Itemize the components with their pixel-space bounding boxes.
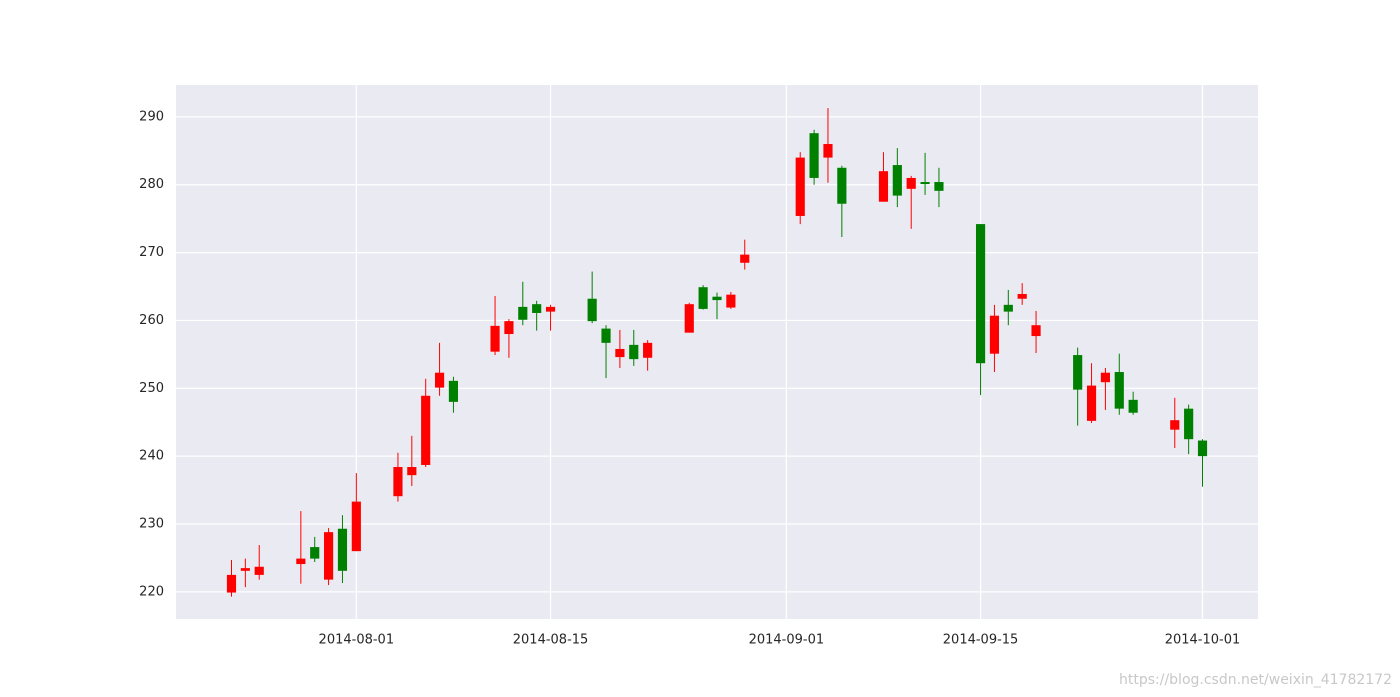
y-tick-label: 260 [139, 313, 164, 328]
candle-body [1170, 420, 1180, 430]
candle-body [545, 306, 556, 312]
candle-body [1197, 440, 1208, 457]
x-tick-label: 2014-09-01 [749, 633, 825, 648]
candle-body [906, 177, 916, 189]
x-tick-label: 2014-09-15 [943, 633, 1019, 648]
candle-body [795, 157, 805, 216]
y-tick-label: 290 [139, 109, 164, 124]
candle-body [518, 306, 528, 320]
candle-body [532, 304, 542, 313]
candle-body [726, 294, 736, 308]
candle-body [1086, 385, 1097, 421]
candle-body [1003, 304, 1013, 312]
candle-body [934, 182, 944, 191]
y-tick-label: 270 [139, 245, 164, 260]
candle-body [587, 298, 597, 322]
candle-body [393, 467, 403, 497]
candle-body [1017, 293, 1027, 299]
x-tick-label: 2014-08-15 [513, 633, 589, 648]
candle-body [310, 547, 320, 559]
candle-body [421, 395, 431, 465]
candle-body [989, 315, 1000, 354]
y-tick-label: 250 [139, 381, 164, 396]
candle-body [740, 254, 750, 263]
y-tick-label: 230 [139, 517, 164, 532]
y-tick-label: 240 [139, 449, 164, 464]
candle-body [615, 348, 625, 358]
candle-body [1031, 325, 1041, 337]
watermark: https://blog.csdn.net/weixin_41782172 [1119, 672, 1392, 688]
candle-body [490, 325, 500, 352]
candle-body [240, 568, 250, 571]
y-tick-label: 220 [139, 584, 164, 599]
candle-body [809, 133, 819, 178]
candle-body [296, 558, 306, 565]
candle-body [712, 296, 722, 301]
candle-body [1073, 355, 1083, 390]
candle-body [920, 182, 930, 185]
x-tick-label: 2014-10-01 [1165, 633, 1241, 648]
candle-body [892, 165, 902, 196]
candle-body [629, 344, 639, 360]
candle-body [1184, 408, 1194, 440]
candle-body [684, 304, 694, 333]
candle-body [351, 501, 361, 552]
candle-body [643, 342, 653, 358]
candle-body [337, 528, 348, 571]
candle-body [1114, 372, 1124, 409]
x-tick-label: 2014-08-01 [319, 633, 395, 648]
candle-body [504, 321, 514, 335]
candle-body [324, 532, 334, 580]
candle-body [823, 144, 833, 158]
y-tick-label: 280 [139, 177, 164, 192]
candle-body [698, 287, 708, 309]
candle-body [226, 574, 237, 593]
candle-body [254, 566, 264, 575]
candle-body [975, 224, 986, 364]
candle-body [434, 372, 445, 388]
candle-body [837, 167, 847, 204]
candle-body [1100, 372, 1110, 383]
candle-body [407, 467, 417, 476]
candle-body [601, 328, 611, 343]
candle-body [878, 171, 889, 202]
candle-body [448, 380, 459, 402]
candle-body [1128, 399, 1138, 413]
